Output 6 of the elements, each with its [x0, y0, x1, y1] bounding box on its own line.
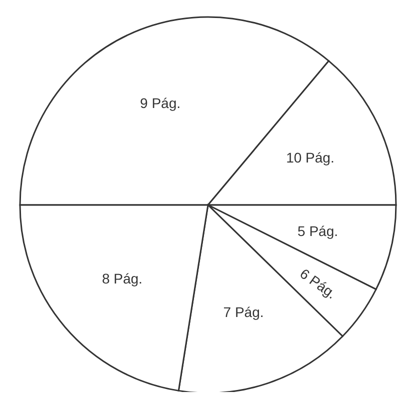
slice-label: 10 Pág.: [286, 149, 334, 166]
slice-label: 5 Pág.: [298, 222, 338, 239]
slice-label: 8 Pág.: [102, 270, 142, 286]
slice-label: 6 Pág.: [297, 265, 340, 302]
slice-label: 9 Pág.: [140, 94, 181, 111]
slice-label: 7 Pág.: [223, 304, 264, 320]
